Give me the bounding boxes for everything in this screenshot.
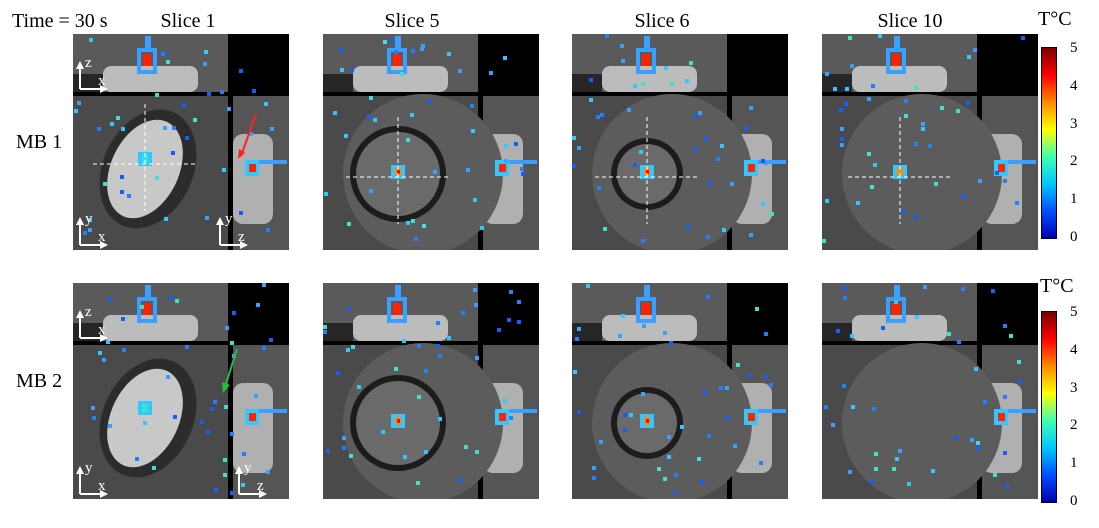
colorbar-mb1-tick-4: 4 (1070, 77, 1078, 94)
colorbar-mb1-tick-5: 5 (1070, 40, 1078, 56)
mri-panel-r2-c4 (822, 283, 1038, 499)
svg-text:y: y (85, 460, 93, 476)
colorbar-mb2-tick-5: 5 (1070, 304, 1078, 320)
slice-header-4: Slice 10 (877, 10, 943, 32)
svg-text:x: x (98, 478, 106, 494)
svg-text:z: z (257, 478, 264, 494)
svg-text:y: y (225, 211, 233, 227)
slice-header-1: Slice 1 (160, 10, 216, 32)
mri-panel-r2-c3 (572, 283, 788, 499)
mri-panel-r1-c2 (323, 34, 539, 250)
colorbar-mb2-tick-0: 0 (1070, 493, 1078, 509)
svg-text:y: y (244, 460, 252, 476)
svg-text:z: z (85, 55, 92, 71)
svg-text:x: x (98, 322, 106, 338)
slice-header-2: Slice 5 (384, 10, 440, 32)
colorbar-mb1 (1041, 47, 1057, 239)
colorbar-title-mb1: T°C (1038, 8, 1072, 30)
mri-panel-r1-c4 (822, 34, 1038, 250)
colorbar-mb2-tick-1: 1 (1070, 455, 1078, 472)
colorbar-mb1-tick-1: 1 (1070, 191, 1078, 208)
colorbar-mb2 (1041, 311, 1057, 503)
row-label-mb1: MB 1 (16, 131, 63, 153)
colorbar-mb1-tick-2: 2 (1070, 153, 1078, 170)
time-label: Time = 30 s (12, 10, 108, 32)
svg-text:x: x (98, 73, 106, 89)
colorbar-mb2-tick-2: 2 (1070, 417, 1078, 434)
svg-text:x: x (98, 229, 106, 245)
mri-panel-r1-c3 (572, 34, 788, 250)
colorbar-mb2-tick-3: 3 (1070, 379, 1078, 396)
svg-text:z: z (85, 304, 92, 320)
svg-text:z: z (238, 229, 245, 245)
colorbar-mb1-tick-0: 0 (1070, 229, 1078, 245)
colorbar-mb2-tick-4: 4 (1070, 341, 1078, 358)
slice-header-3: Slice 6 (634, 10, 690, 32)
svg-text:y: y (85, 211, 93, 227)
row-label-mb2: MB 2 (16, 370, 63, 392)
colorbar-mb1-tick-3: 3 (1070, 115, 1078, 132)
colorbar-title-mb2: T°C (1040, 275, 1074, 297)
mri-panel-r2-c2 (323, 283, 539, 499)
